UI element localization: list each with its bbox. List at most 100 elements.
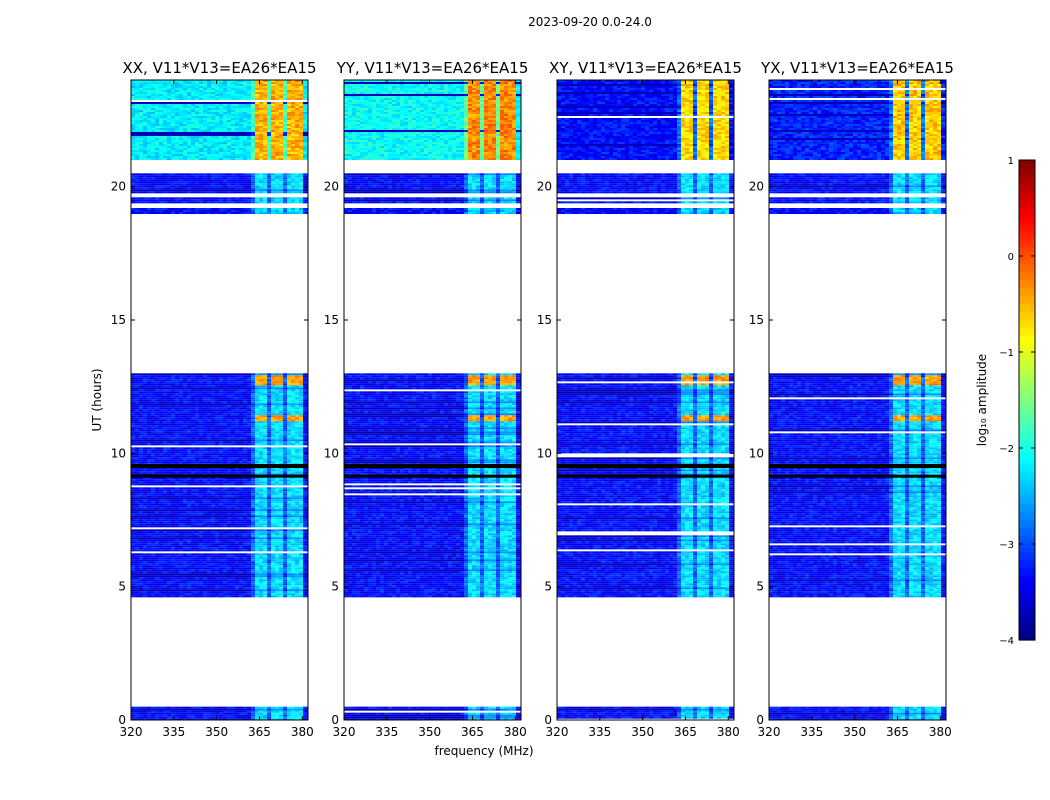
x-tick-label: 350 — [631, 725, 654, 739]
colorbar-segment — [1019, 200, 1035, 205]
colorbar-segment — [1019, 320, 1035, 325]
x-tick-label: 320 — [758, 725, 781, 739]
colorbar-segment — [1019, 492, 1035, 497]
axes-frame — [556, 79, 735, 721]
colorbar-segment — [1019, 224, 1035, 229]
colorbar-segment — [1019, 468, 1035, 473]
colorbar-segment — [1019, 572, 1035, 577]
y-tick-label: 15 — [111, 313, 126, 327]
x-tick-label: 380 — [929, 725, 952, 739]
colorbar-segment — [1019, 208, 1035, 213]
colorbar-segment — [1019, 288, 1035, 293]
colorbar-segment — [1019, 344, 1035, 349]
colorbar-segment — [1019, 600, 1035, 605]
colorbar-segment — [1019, 460, 1035, 465]
colorbar-segment — [1019, 500, 1035, 505]
colorbar-segment — [1019, 420, 1035, 425]
x-axis-label: frequency (MHz) — [434, 744, 533, 758]
colorbar-segment — [1019, 196, 1035, 201]
axes-frame — [130, 79, 309, 721]
colorbar-segment — [1019, 172, 1035, 177]
y-tick-label: 10 — [324, 446, 339, 460]
heatmap-image — [557, 80, 734, 719]
colorbar-segment — [1019, 192, 1035, 197]
colorbar-segment — [1019, 204, 1035, 209]
colorbar-segment — [1019, 480, 1035, 485]
colorbar-segment — [1019, 368, 1035, 373]
x-tick-label: 320 — [333, 725, 356, 739]
y-tick-label: 5 — [118, 580, 126, 594]
colorbar-segment — [1019, 488, 1035, 493]
x-tick-label: 380 — [291, 725, 314, 739]
colorbar-tick-label: −3 — [999, 540, 1014, 551]
colorbar-segment — [1019, 560, 1035, 565]
colorbar-segment — [1019, 284, 1035, 289]
colorbar-segment — [1019, 504, 1035, 509]
y-axis-label: UT (hours) — [90, 368, 104, 431]
x-tick-label: 365 — [461, 725, 484, 739]
colorbar-segment — [1019, 180, 1035, 185]
colorbar-label: log₁₀ amplitude — [975, 354, 989, 446]
colorbar-segment — [1019, 576, 1035, 581]
heatmap-image — [344, 80, 521, 720]
colorbar-segment — [1019, 352, 1035, 357]
colorbar-segment — [1019, 336, 1035, 341]
colorbar-segment — [1019, 580, 1035, 585]
colorbar-segment — [1019, 356, 1035, 361]
colorbar-segment — [1019, 524, 1035, 529]
colorbar-segment — [1019, 516, 1035, 521]
colorbar-segment — [1019, 424, 1035, 429]
colorbar-segment — [1019, 412, 1035, 417]
y-tick-label: 0 — [331, 713, 339, 727]
y-tick-label: 10 — [749, 446, 764, 460]
colorbar-segment — [1019, 388, 1035, 393]
panel-1: YY, V11*V13=EA26*EA15 320 335 350 365 380 0 5 10… — [324, 59, 529, 739]
heatmap-image — [769, 80, 946, 720]
colorbar-segment — [1019, 188, 1035, 193]
colorbar-segment — [1019, 384, 1035, 389]
colorbar-segment — [1019, 588, 1035, 593]
colorbar-segment — [1019, 260, 1035, 265]
colorbar-segment — [1019, 612, 1035, 617]
colorbar-segment — [1019, 268, 1035, 273]
colorbar-segment — [1019, 544, 1035, 549]
colorbar-segment — [1019, 596, 1035, 601]
colorbar-segment — [1019, 440, 1035, 445]
x-tick-label: 380 — [504, 725, 527, 739]
colorbar-segment — [1019, 240, 1035, 245]
panels: XX, V11*V13=EA26*EA15 320 335 350 365 380 0 5 10… — [111, 59, 954, 739]
colorbar-segment — [1019, 568, 1035, 573]
colorbar-segment — [1019, 304, 1035, 309]
colorbar-segment — [1019, 564, 1035, 569]
colorbar: 1 0 −1 −2 −3 −4 — [999, 156, 1036, 647]
x-tick-label: 335 — [162, 725, 185, 739]
colorbar-segment — [1019, 184, 1035, 189]
colorbar-segment — [1019, 508, 1035, 513]
colorbar-segment — [1019, 584, 1035, 589]
panel-2: XY, V11*V13=EA26*EA15 320 335 350 365 380 0 5 10… — [537, 59, 742, 739]
panel-0: XX, V11*V13=EA26*EA15 320 335 350 365 380 0 5 10… — [111, 59, 317, 739]
colorbar-segment — [1019, 456, 1035, 461]
x-tick-label: 335 — [375, 725, 398, 739]
colorbar-segment — [1019, 292, 1035, 297]
colorbar-segment — [1019, 212, 1035, 217]
x-tick-label: 320 — [546, 725, 569, 739]
colorbar-segment — [1019, 620, 1035, 625]
colorbar-segment — [1019, 264, 1035, 269]
colorbar-segment — [1019, 592, 1035, 597]
colorbar-segment — [1019, 472, 1035, 477]
x-tick-label: 365 — [674, 725, 697, 739]
colorbar-segment — [1019, 552, 1035, 557]
colorbar-segment — [1019, 364, 1035, 369]
colorbar-segment — [1019, 360, 1035, 365]
panel-3: YX, V11*V13=EA26*EA15 320 335 350 365 380 0 5 10… — [749, 59, 954, 739]
colorbar-segment — [1019, 528, 1035, 533]
y-tick-label: 15 — [537, 313, 552, 327]
colorbar-segment — [1019, 168, 1035, 173]
colorbar-segment — [1019, 256, 1035, 261]
x-tick-label: 350 — [205, 725, 228, 739]
heatmap-image — [131, 80, 308, 720]
colorbar-segment — [1019, 380, 1035, 385]
colorbar-segment — [1019, 432, 1035, 437]
colorbar-segment — [1019, 232, 1035, 237]
